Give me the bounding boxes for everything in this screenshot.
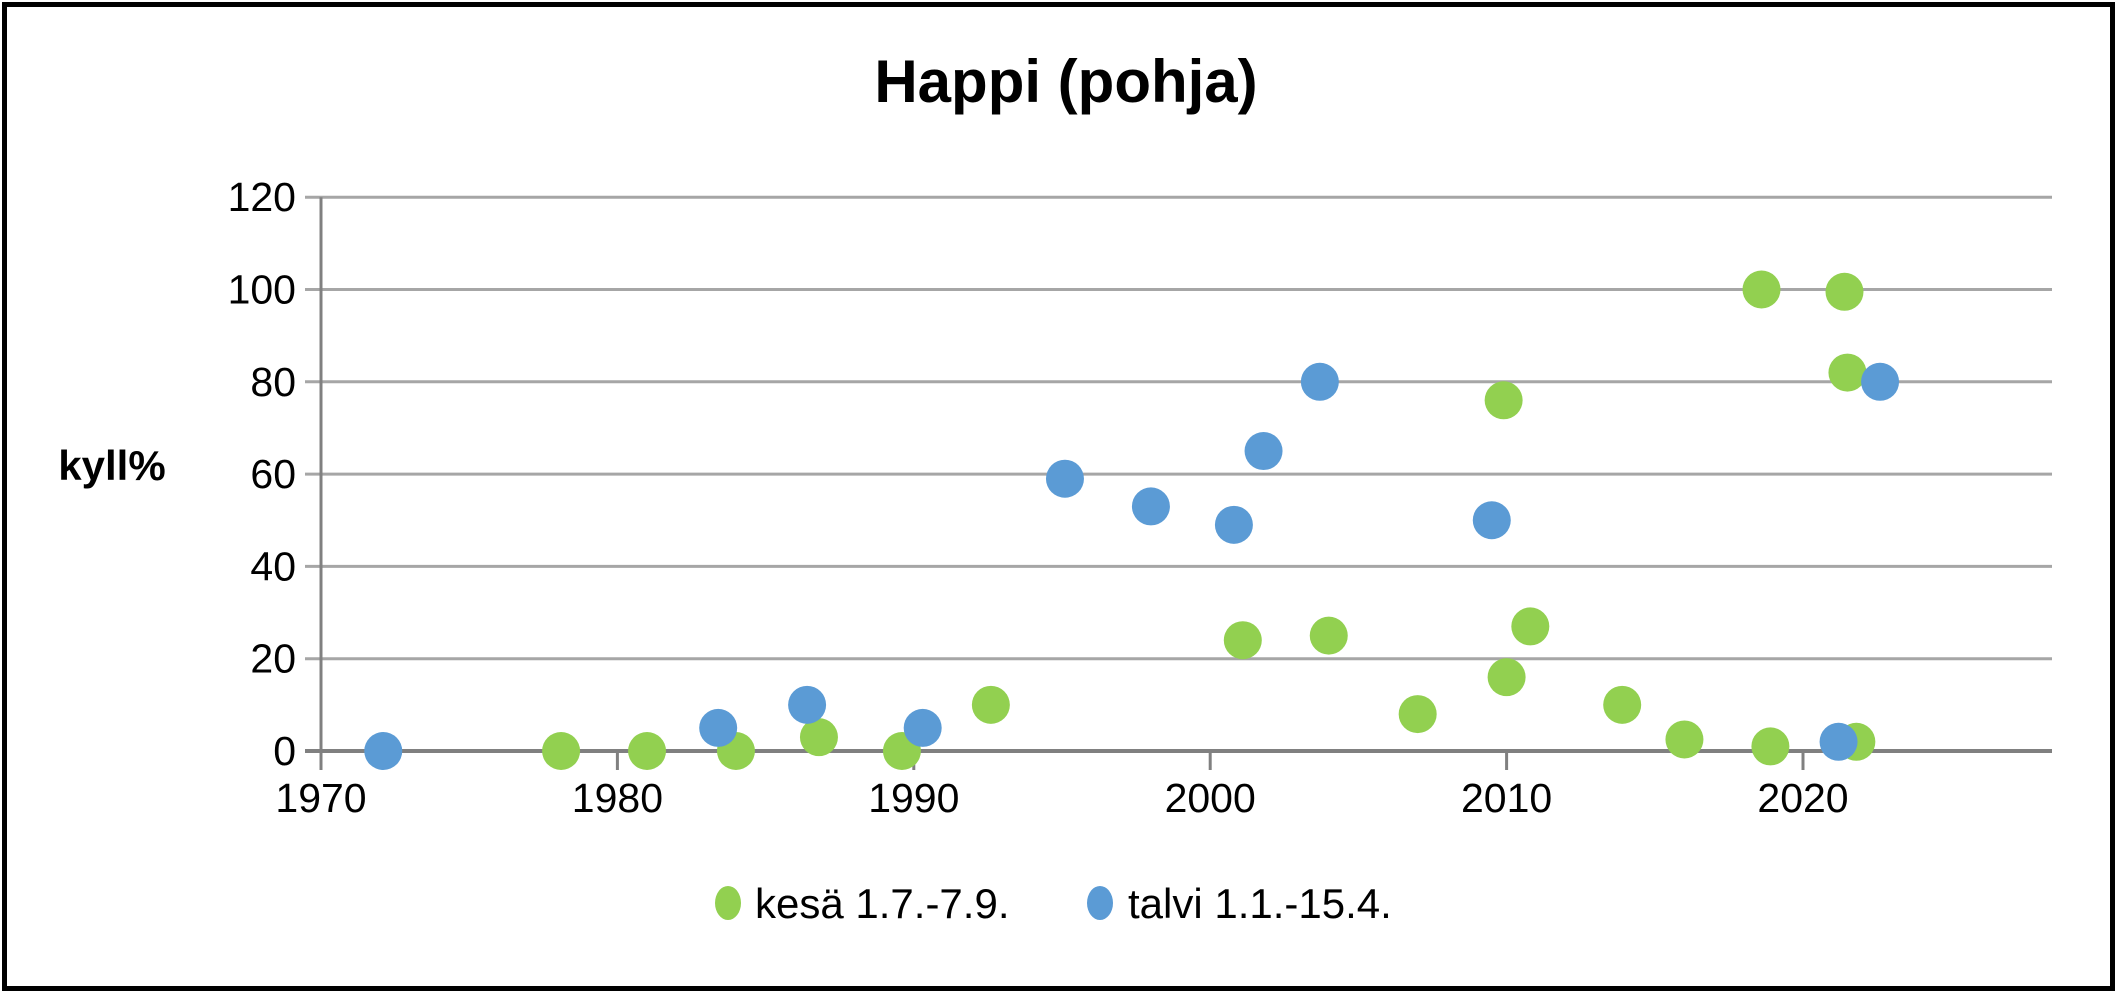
x-tick-label: 2000 xyxy=(1165,775,1256,821)
legend-label-talvi: talvi 1.1.-15.4. xyxy=(1128,880,1392,927)
data-point-kesa xyxy=(1825,272,1864,311)
x-tick-label: 1970 xyxy=(275,775,366,821)
y-tick-labels-group: 0 20 40 60 80 100 120 xyxy=(228,174,296,774)
data-point-talvi xyxy=(699,708,738,747)
data-point-kesa xyxy=(1603,685,1642,724)
data-point-kesa xyxy=(799,718,838,757)
x-tick-label: 2010 xyxy=(1461,775,1552,821)
y-tick-label: 100 xyxy=(228,267,296,313)
y-tick-label: 20 xyxy=(250,636,296,682)
data-point-talvi xyxy=(1214,505,1253,544)
gridlines-group xyxy=(305,195,2052,753)
legend-item-kesa: kesä 1.7.-7.9. xyxy=(715,880,1009,927)
legend-marker-talvi-icon xyxy=(1087,886,1113,920)
legend-item-talvi: talvi 1.1.-15.4. xyxy=(1087,880,1392,927)
data-points-group xyxy=(364,270,1900,770)
data-point-talvi xyxy=(1300,362,1339,401)
data-point-kesa xyxy=(1665,720,1704,759)
data-point-kesa xyxy=(1487,658,1526,697)
legend-label-kesa: kesä 1.7.-7.9. xyxy=(755,880,1009,927)
y-tick-label: 120 xyxy=(228,174,296,220)
x-tick-label: 1990 xyxy=(868,775,959,821)
data-point-kesa xyxy=(1828,353,1867,392)
data-point-talvi xyxy=(364,732,403,770)
data-point-talvi xyxy=(788,685,827,724)
data-point-talvi xyxy=(1131,487,1170,526)
x-tick-label: 2020 xyxy=(1757,775,1848,821)
data-point-kesa xyxy=(1223,621,1262,660)
data-point-talvi xyxy=(1045,459,1084,498)
legend: kesä 1.7.-7.9. talvi 1.1.-15.4. xyxy=(715,880,1392,927)
chart-title: Happi (pohja) xyxy=(874,48,1257,115)
data-point-kesa xyxy=(542,732,581,770)
y-tick-label: 0 xyxy=(273,728,296,774)
data-point-talvi xyxy=(1861,362,1900,401)
data-point-kesa xyxy=(971,685,1010,724)
y-axis-title: kyll% xyxy=(58,442,165,489)
x-tick-labels-group: 1970 1980 1990 2000 2010 2020 xyxy=(275,775,1848,821)
data-point-kesa xyxy=(1751,727,1790,766)
legend-marker-kesa-icon xyxy=(715,886,741,920)
data-point-talvi xyxy=(1472,501,1511,540)
data-point-kesa xyxy=(628,732,667,770)
data-point-kesa xyxy=(1742,270,1781,309)
data-point-kesa xyxy=(1398,695,1437,734)
x-tick-label: 1980 xyxy=(572,775,663,821)
y-tick-label: 80 xyxy=(250,359,296,405)
data-point-talvi xyxy=(903,708,942,747)
data-point-talvi xyxy=(1819,722,1858,761)
y-tick-label: 40 xyxy=(250,543,296,589)
data-point-kesa xyxy=(1309,616,1348,655)
data-point-kesa xyxy=(1484,381,1523,420)
data-point-talvi xyxy=(1244,432,1283,471)
y-tick-label: 60 xyxy=(250,451,296,497)
data-point-kesa xyxy=(1511,607,1550,646)
